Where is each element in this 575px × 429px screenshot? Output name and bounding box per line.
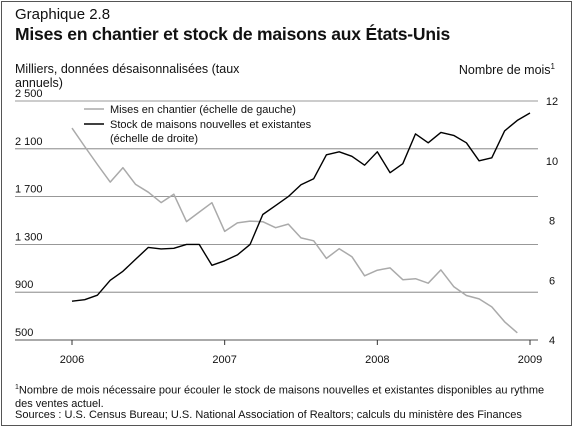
- x-tick-label: 2008: [365, 354, 389, 366]
- housing-inventory-line: [71, 112, 531, 302]
- y-left-tick-label: 500: [15, 327, 33, 339]
- y-left-tick-label: 2 500: [15, 88, 43, 100]
- x-tick-label: 2006: [60, 354, 84, 366]
- y-right-tick-label: 4: [549, 335, 555, 347]
- y-right-tick-label: 8: [549, 216, 555, 228]
- x-tick-label: 2007: [212, 354, 236, 366]
- chart-title: Mises en chantier et stock de maisons au…: [15, 24, 451, 44]
- y-left-tick-label: 1 300: [15, 231, 43, 243]
- y-left-tick-label: 1 700: [15, 184, 43, 196]
- footnote-marker: 1: [15, 384, 19, 391]
- right-axis-note-marker: 1: [550, 62, 555, 71]
- y-left-tick-label: 2 100: [15, 136, 43, 148]
- x-tick-label: 2009: [518, 354, 542, 366]
- right-axis-label: Nombre de mois1: [459, 62, 555, 77]
- housing-starts-line: [71, 127, 518, 334]
- y-left-tick-label: 900: [15, 279, 33, 291]
- y-right-tick-label: 12: [546, 96, 558, 108]
- legend-inventory-label-cont: (échelle de droite): [110, 133, 198, 145]
- left-axis-label: Milliers, données désaisonnalisées (taux…: [15, 62, 240, 90]
- sources: Sources : U.S. Census Bureau; U.S. Natio…: [15, 409, 522, 421]
- y-right-tick-label: 10: [546, 156, 558, 168]
- legend-housing-starts-label: Mises en chantier (échelle de gauche): [110, 104, 296, 116]
- legend-inventory-label: Stock de maisons nouvelles et existantes: [110, 119, 312, 131]
- y-right-tick-label: 6: [549, 275, 555, 287]
- right-axis-label-text: Nombre de mois: [458, 63, 551, 78]
- footnote-text: Nombre de mois nécessaire pour écouler l…: [15, 384, 545, 410]
- footnote: 1Nombre de mois nécessaire pour écouler …: [15, 381, 555, 411]
- chart-number: Graphique 2.8: [15, 6, 111, 23]
